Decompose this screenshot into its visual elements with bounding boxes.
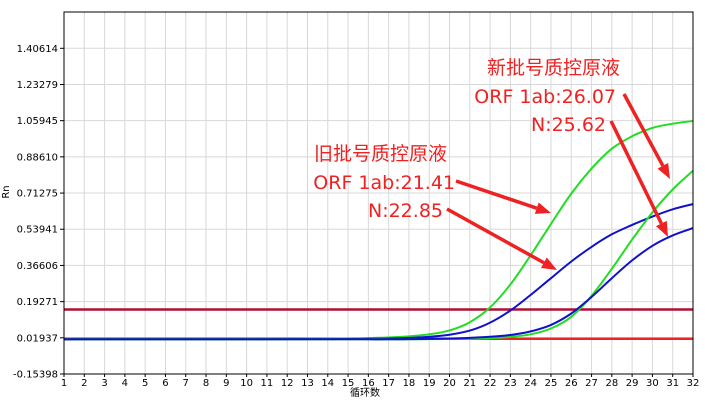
x-tick-label: 7 — [183, 378, 189, 389]
arrow-old-orf — [455, 179, 551, 214]
annotation-new-n: N:25.62 — [531, 114, 606, 136]
x-tick-label: 22 — [484, 378, 497, 389]
y-tick-labels: 1.40614 1.23279 1.05945 0.88610 0.71275 0.539… — [13, 44, 64, 381]
x-tick-label: 31 — [666, 378, 679, 389]
x-tick-label: 24 — [524, 378, 537, 389]
arrow-head — [534, 202, 551, 214]
x-tick-label: 12 — [281, 378, 294, 389]
annotation-old-n: N:22.85 — [368, 200, 443, 222]
annotation-new-title: 新批号质控原液 — [487, 57, 620, 79]
x-tick-label: 21 — [463, 378, 476, 389]
y-tick-label: 0.88610 — [17, 152, 58, 163]
y-tick-label: 0.53941 — [17, 225, 58, 236]
x-tick-label: 29 — [626, 378, 639, 389]
arrow-head — [655, 220, 668, 237]
x-tick-label: 16 — [362, 378, 375, 389]
x-tick-label: 32 — [687, 378, 700, 389]
x-axis-label: 循环数 — [350, 386, 380, 399]
y-tick-label: 0.19271 — [17, 297, 58, 308]
x-tick-label: 5 — [142, 378, 148, 389]
x-tick-label: 6 — [162, 378, 168, 389]
x-tick-label: 14 — [321, 378, 334, 389]
x-tick-label: 27 — [585, 378, 598, 389]
annotation-new-orf: ORF 1ab:26.07 — [474, 86, 616, 108]
y-tick-label: 1.40614 — [17, 44, 58, 55]
x-tick-label: 17 — [382, 378, 395, 389]
arrow-new-orf — [622, 93, 670, 179]
series-lines — [63, 120, 694, 341]
annotation-old-orf: ORF 1ab:21.41 — [313, 172, 455, 194]
x-tick-label: 11 — [261, 378, 274, 389]
x-tick-label: 20 — [443, 378, 456, 389]
annotation-old-title: 旧批号质控原液 — [314, 143, 447, 165]
x-tick-label: 2 — [81, 378, 87, 389]
y-tick-label: -0.15398 — [13, 370, 58, 381]
x-tick-label: 15 — [342, 378, 355, 389]
x-tick-label: 10 — [240, 378, 253, 389]
x-tick-labels: 1 2 3 4 5 6 7 8 9 10 11 12 13 14 15 16 17 18 19 20 21 22 23 24 2… — [61, 374, 700, 389]
arrow-shaft — [609, 120, 663, 225]
x-tick-label: 28 — [605, 378, 618, 389]
y-tick-label: 1.05945 — [17, 116, 58, 127]
x-tick-label: 9 — [223, 378, 229, 389]
y-axis-label: Rn — [1, 185, 12, 198]
x-tick-label: 18 — [403, 378, 416, 389]
x-tick-label: 13 — [301, 378, 314, 389]
arrow-head — [540, 257, 557, 270]
x-tick-label: 25 — [545, 378, 558, 389]
arrow-old-n — [446, 207, 557, 270]
arrow-new-n — [609, 120, 668, 237]
x-tick-label: 23 — [504, 378, 517, 389]
annotation-arrows — [446, 93, 670, 270]
y-tick-label: 0.01937 — [17, 333, 58, 344]
y-tick-label: 0.71275 — [17, 189, 58, 200]
x-tick-label: 26 — [565, 378, 578, 389]
y-tick-label: 0.36606 — [17, 261, 58, 272]
arrow-head — [657, 162, 670, 179]
x-tick-label: 19 — [423, 378, 436, 389]
x-tick-label: 3 — [101, 378, 107, 389]
x-tick-label: 30 — [646, 378, 659, 389]
arrow-shaft — [455, 179, 538, 210]
arrow-shaft — [446, 207, 545, 265]
x-tick-label: 8 — [203, 378, 209, 389]
arrow-shaft — [622, 93, 665, 167]
y-tick-label: 1.23279 — [17, 80, 58, 91]
x-tick-label: 4 — [122, 378, 128, 389]
x-tick-label: 1 — [61, 378, 67, 389]
series-line-4 — [63, 227, 694, 341]
